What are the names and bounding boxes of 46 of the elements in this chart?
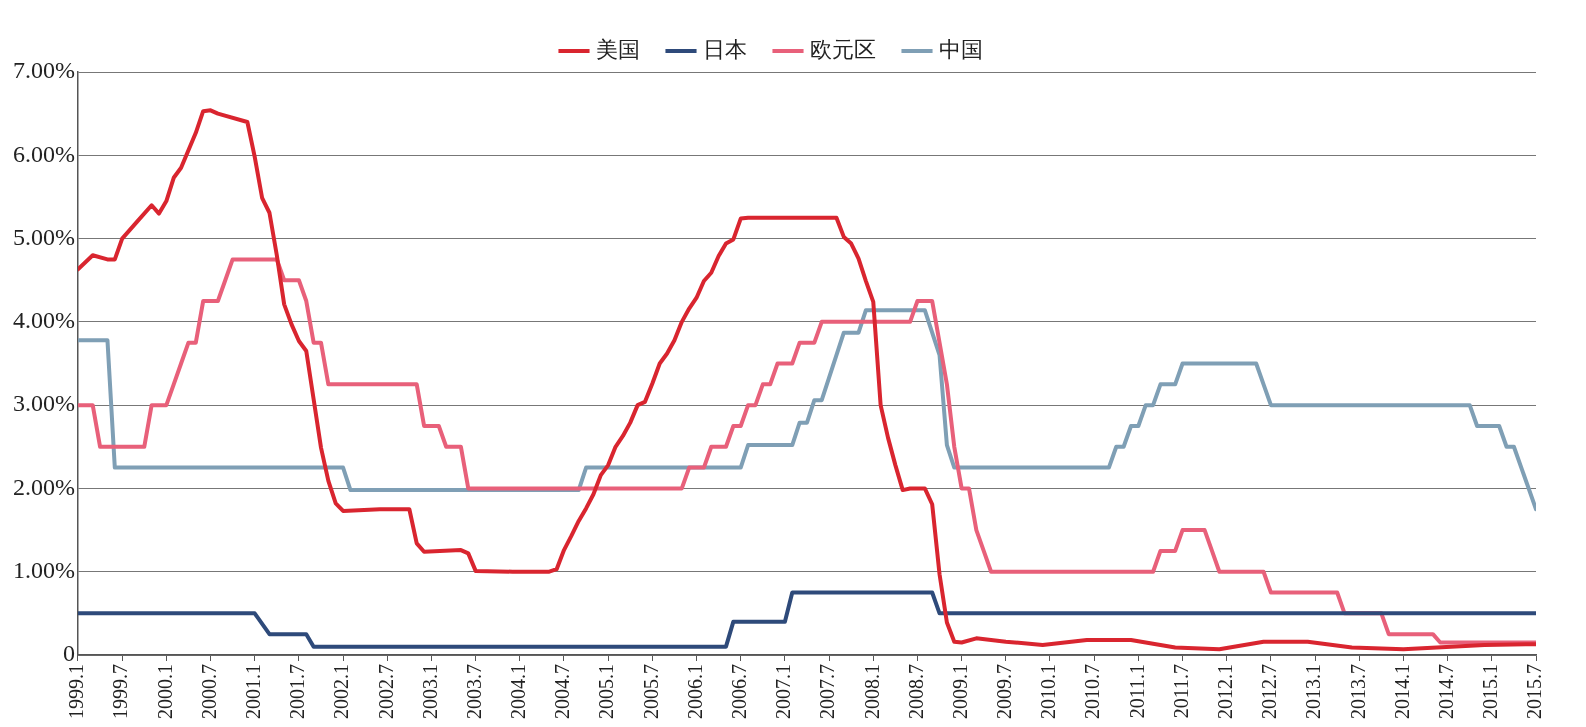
y-tick-label: 7.00%: [12, 57, 75, 84]
x-tick-label: 2010.7: [1081, 664, 1104, 719]
x-tick-label: 2007.1: [772, 664, 795, 719]
x-tick-label: 2005.7: [639, 664, 662, 719]
x-tick-label: 2000.7: [197, 664, 220, 719]
x-tick-label: 2010.1: [1037, 664, 1060, 719]
x-tick-label: 2008.7: [904, 664, 927, 719]
y-tick-label: 0: [62, 640, 75, 667]
legend-label: 中国: [939, 36, 983, 62]
x-tick-label: 2003.7: [462, 664, 485, 719]
y-tick-label: 1.00%: [12, 557, 75, 584]
x-tick-label: 2000.1: [153, 664, 176, 719]
x-tick-label: 2006.1: [683, 664, 706, 719]
x-tick-label: 2003.1: [418, 664, 441, 719]
x-tick-label: 2011.7: [1169, 664, 1192, 719]
y-tick-label: 2.00%: [12, 473, 75, 500]
x-tick-label: 2004.7: [551, 664, 574, 719]
x-tick-label: 2013.7: [1346, 664, 1369, 719]
legend-label: 美国: [596, 36, 640, 62]
x-tick-label: 2015.7: [1523, 664, 1546, 719]
x-tick-label: 2009.7: [993, 664, 1016, 719]
x-tick-label: 2012.1: [1213, 664, 1236, 719]
x-tick-label: 2001.7: [286, 664, 309, 719]
x-tick-label: 2005.1: [595, 664, 618, 719]
legend-label: 日本: [703, 36, 747, 62]
x-tick-label: 2007.7: [816, 664, 839, 719]
x-tick-label: 2006.7: [727, 664, 750, 719]
x-tick-label: 2004.1: [507, 664, 530, 719]
x-tick-label: 1999.1: [65, 664, 88, 719]
legend-label: 欧元区: [810, 36, 876, 62]
x-tick-label: 2001.1: [241, 664, 264, 719]
x-tick-label: 2013.1: [1302, 664, 1325, 719]
x-tick-label: 2009.1: [948, 664, 971, 719]
y-tick-label: 3.00%: [12, 390, 75, 417]
x-tick-label: 2014.7: [1434, 664, 1457, 719]
x-tick-label: 2002.1: [330, 664, 353, 719]
x-tick-label: 2012.7: [1258, 664, 1281, 719]
x-tick-label: 1999.7: [109, 664, 132, 719]
x-tick-label: 2011.1: [1125, 664, 1148, 719]
x-tick-label: 2014.1: [1390, 664, 1413, 719]
y-tick-label: 5.00%: [12, 223, 75, 250]
x-tick-label: 2002.7: [374, 664, 397, 719]
x-tick-label: 2008.1: [860, 664, 883, 719]
x-tick-label: 2015.1: [1479, 664, 1502, 719]
y-tick-label: 6.00%: [12, 140, 75, 167]
y-tick-label: 4.00%: [12, 307, 75, 334]
